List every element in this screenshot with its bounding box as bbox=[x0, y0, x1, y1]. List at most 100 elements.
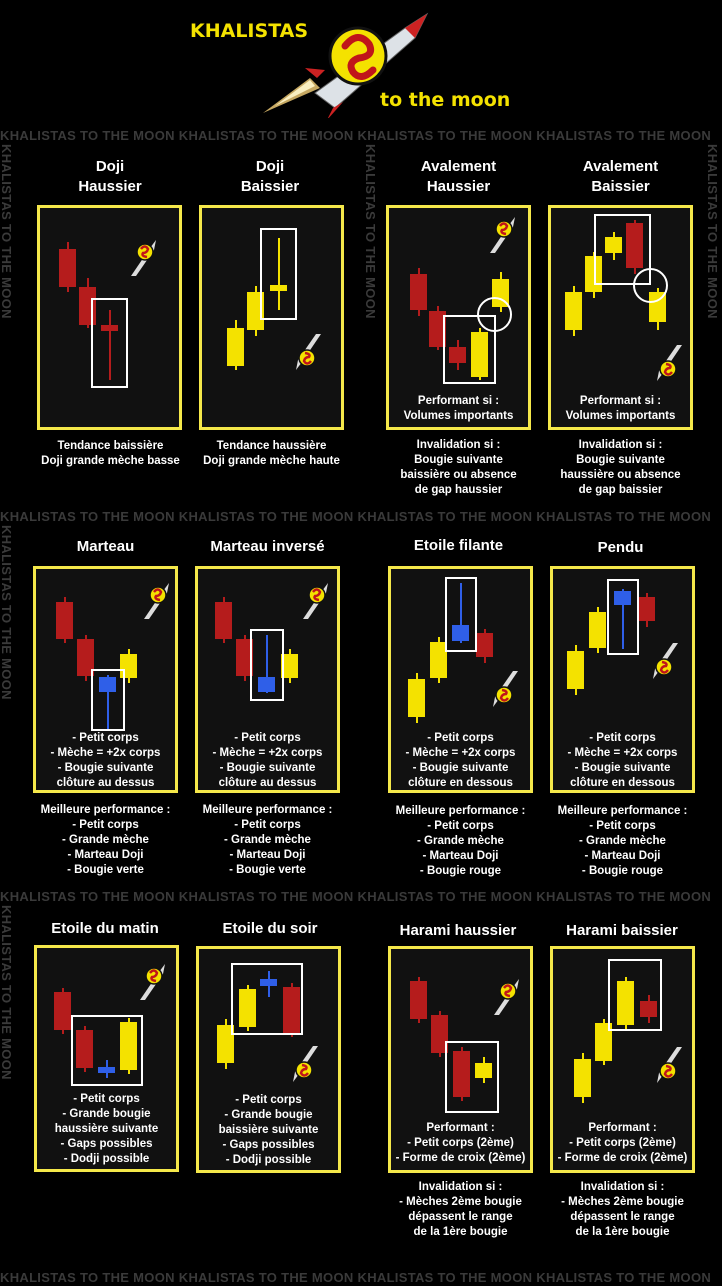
pattern-title: Pendu bbox=[597, 539, 644, 556]
panel-text: - Petit corps bbox=[427, 732, 494, 744]
pattern-title: Harami baissier bbox=[566, 922, 678, 939]
pattern-title: Marteau bbox=[76, 538, 135, 555]
pattern-note: de la 1ère bougie bbox=[575, 1226, 670, 1238]
pattern-note: - Petit corps bbox=[234, 819, 301, 831]
panel-text: - Dodji possible bbox=[225, 1154, 312, 1166]
pattern-note: - Bougie rouge bbox=[419, 865, 502, 877]
pattern-note: de la 1ère bougie bbox=[413, 1226, 508, 1238]
panel-text: - Gaps possibles bbox=[222, 1139, 315, 1151]
brand-tagline: to the moon bbox=[380, 89, 511, 111]
panel-text: - Bougie suivante bbox=[574, 762, 671, 774]
pattern-panel-etoile-du-matin: - Petit corps - Grande bougie haussière … bbox=[34, 945, 179, 1172]
watermark-row: KHALISTAS TO THE MOON KHALISTAS TO THE M… bbox=[0, 889, 712, 904]
panel-text: - Petit corps (2ème) bbox=[407, 1137, 514, 1149]
panel-text: - Forme de croix (2ème) bbox=[557, 1152, 688, 1164]
rocket-logo-icon bbox=[140, 964, 165, 1000]
panel-text: Volumes importants bbox=[565, 410, 676, 422]
panel-text: - Mèche = +2x corps bbox=[50, 747, 161, 759]
pattern-panel-pendu: - Petit corps - Mèche = +2x corps - Boug… bbox=[550, 566, 695, 793]
panel-text: Performant si : bbox=[417, 395, 500, 407]
pattern-panel-marteau: - Petit corps - Mèche = +2x corps - Boug… bbox=[33, 566, 178, 793]
panel-text: clôture au dessus bbox=[56, 777, 155, 789]
panel-text: clôture au dessus bbox=[218, 777, 317, 789]
pattern-note: Invalidation si : bbox=[418, 1181, 503, 1193]
pattern-note: - Mèches 2ème bougie bbox=[561, 1196, 684, 1208]
watermark-row: KHALISTAS TO THE MOON KHALISTAS TO THE M… bbox=[0, 509, 712, 524]
pattern-title: Harami haussier bbox=[399, 922, 517, 939]
pattern-note: - Petit corps bbox=[72, 819, 139, 831]
pattern-note: - Grande mèche bbox=[224, 834, 311, 846]
rocket-logo-icon bbox=[493, 671, 518, 707]
pattern-note: - Marteau Doji bbox=[422, 850, 499, 862]
pattern-note: - Mèches 2ème bougie bbox=[399, 1196, 522, 1208]
pattern-panel-etoile-filante: - Petit corps - Mèche = +2x corps - Boug… bbox=[388, 566, 533, 793]
panel-text: - Petit corps bbox=[234, 732, 301, 744]
panel-text: - Dodji possible bbox=[63, 1153, 150, 1165]
pattern-note: baissière ou absence bbox=[400, 469, 517, 481]
pattern-title: Avalement Haussier bbox=[420, 158, 497, 195]
pattern-note: Meilleure performance : bbox=[395, 805, 526, 817]
panel-text: - Mèche = +2x corps bbox=[405, 747, 516, 759]
panel-text: clôture en dessous bbox=[408, 777, 513, 789]
watermark-column: KHALISTAS TO THE MOON bbox=[0, 905, 14, 1080]
pattern-title: Marteau inversé bbox=[210, 538, 325, 555]
pattern-panel-harami-baissier: Performant : - Petit corps (2ème) - Form… bbox=[550, 946, 695, 1173]
pattern-note: Meilleure performance : bbox=[557, 805, 688, 817]
panel-text: - Grande bougie bbox=[62, 1108, 151, 1120]
pattern-note: Bougie suivante bbox=[414, 454, 503, 466]
rocket-logo-icon bbox=[131, 240, 156, 276]
panel-text: - Petit corps bbox=[72, 732, 139, 744]
pattern-note: - Petit corps bbox=[589, 820, 656, 832]
brand-name: KHALISTAS bbox=[190, 20, 309, 42]
pattern-title: Doji Haussier bbox=[78, 158, 142, 195]
pattern-note: - Grande mèche bbox=[417, 835, 504, 847]
pattern-panel-marteau-inverse: - Petit corps - Mèche = +2x corps - Boug… bbox=[195, 566, 340, 793]
pattern-note: Tendance baissière bbox=[57, 440, 164, 452]
pattern-note: dépassent le range bbox=[408, 1211, 513, 1223]
pattern-note: - Marteau Doji bbox=[67, 849, 144, 861]
panel-text: - Mèche = +2x corps bbox=[212, 747, 323, 759]
pattern-note: Tendance haussière bbox=[216, 440, 327, 452]
panel-text: - Bougie suivante bbox=[219, 762, 316, 774]
panel-text: - Petit corps bbox=[73, 1093, 140, 1105]
pattern-title: Avalement Baissier bbox=[582, 158, 659, 195]
panel-text: - Bougie suivante bbox=[412, 762, 509, 774]
pattern-panel-doji-baissier bbox=[199, 205, 344, 430]
rocket-logo-icon bbox=[490, 217, 515, 253]
pattern-note: - Marteau Doji bbox=[584, 850, 661, 862]
panel-text: baissière suivante bbox=[218, 1124, 319, 1136]
pattern-title: Etoile filante bbox=[413, 537, 504, 554]
pattern-note: Invalidation si : bbox=[416, 439, 501, 451]
pattern-note: de gap haussier bbox=[414, 484, 503, 496]
rocket-logo-icon bbox=[494, 979, 519, 1015]
panel-text: - Gaps possibles bbox=[60, 1138, 153, 1150]
pattern-note: - Bougie verte bbox=[229, 864, 306, 876]
watermark-column: KHALISTAS TO THE MOON bbox=[0, 525, 14, 700]
panel-text: - Forme de croix (2ème) bbox=[395, 1152, 526, 1164]
watermark-column: KHALISTAS TO THE MOON bbox=[364, 144, 378, 319]
pattern-note: Invalidation si : bbox=[578, 439, 663, 451]
rocket-logo-icon bbox=[303, 583, 328, 619]
pattern-panel-etoile-du-soir: - Petit corps - Grande bougie baissière … bbox=[196, 946, 341, 1173]
rocket-logo-icon bbox=[657, 1047, 682, 1083]
rocket-logo-icon bbox=[296, 334, 321, 370]
rocket-logo-icon bbox=[263, 12, 429, 118]
panel-text: Volumes importants bbox=[403, 410, 514, 422]
pattern-note: - Grande mèche bbox=[579, 835, 666, 847]
rocket-logo-icon bbox=[657, 345, 682, 381]
pattern-note: - Bougie verte bbox=[67, 864, 144, 876]
panel-text: - Petit corps bbox=[589, 732, 656, 744]
pattern-note: Invalidation si : bbox=[580, 1181, 665, 1193]
pattern-note: - Grande mèche bbox=[62, 834, 149, 846]
pattern-title: Etoile du soir bbox=[222, 920, 318, 937]
pattern-note: Doji grande mèche basse bbox=[41, 455, 180, 467]
pattern-panel-avalement-haussier: Performant si : Volumes importants bbox=[386, 205, 531, 430]
pattern-note: Meilleure performance : bbox=[202, 804, 333, 816]
pattern-panel-harami-haussier: Performant : - Petit corps (2ème) - Form… bbox=[388, 946, 533, 1173]
panel-text: - Petit corps bbox=[235, 1094, 302, 1106]
pattern-note: dépassent le range bbox=[570, 1211, 675, 1223]
pattern-panel-avalement-baissier: Performant si : Volumes importants bbox=[548, 205, 693, 430]
panel-text: Performant : bbox=[588, 1122, 657, 1134]
panel-text: Performant : bbox=[426, 1122, 495, 1134]
panel-text: - Mèche = +2x corps bbox=[567, 747, 678, 759]
